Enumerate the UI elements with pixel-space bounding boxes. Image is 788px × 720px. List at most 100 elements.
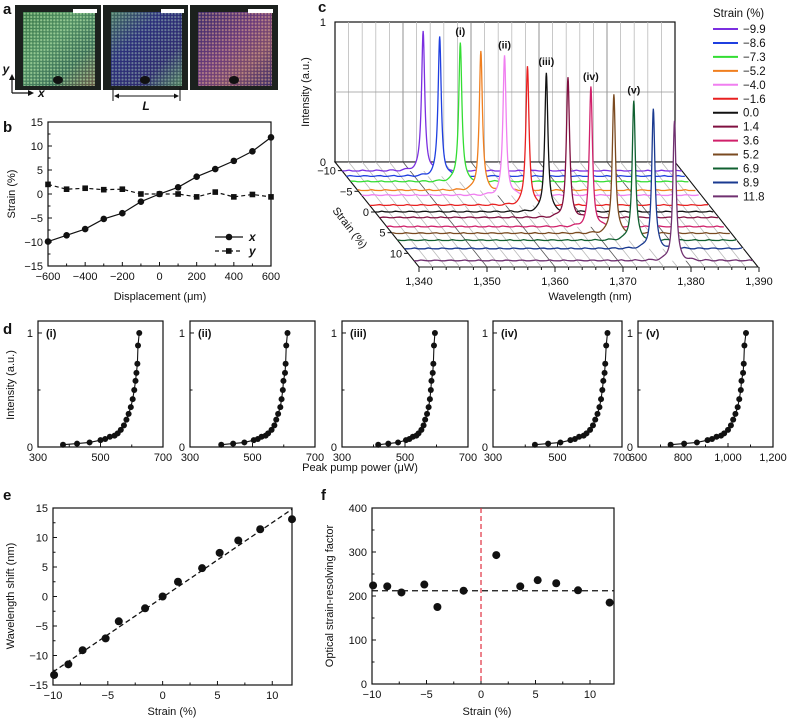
data-point — [132, 377, 139, 384]
data-point — [557, 439, 564, 446]
data-point — [135, 342, 141, 349]
x-tick-label: 800 — [674, 452, 692, 464]
floor-gridline — [402, 161, 488, 268]
y-tick-label: 5 — [37, 165, 43, 177]
x-tick-label: 600 — [629, 452, 647, 464]
data-point — [603, 342, 610, 349]
data-point-y — [268, 194, 274, 200]
floor-gridline — [565, 161, 651, 268]
data-point — [369, 581, 378, 590]
panel-label-b: b — [3, 119, 12, 136]
x-tick-label: −5 — [102, 690, 115, 702]
data-point-y — [231, 194, 237, 200]
x-tick-label: 500 — [548, 452, 566, 464]
x-tick-label: 500 — [243, 452, 261, 464]
data-point — [64, 660, 73, 669]
peak-annotation: (v) — [627, 85, 640, 97]
peak-annotation: (i) — [455, 26, 465, 38]
data-point — [50, 670, 59, 679]
data-point — [713, 433, 720, 440]
x-tick-label: −10 — [363, 689, 382, 701]
x-tick-label: −10 — [44, 690, 63, 702]
data-point — [395, 439, 402, 446]
data-point-x — [44, 238, 52, 245]
data-point — [282, 369, 288, 376]
data-point — [601, 369, 608, 376]
data-point — [516, 582, 525, 591]
y-tick-label: 0 — [27, 442, 33, 454]
y-tick-label: 0 — [361, 679, 367, 691]
data-point — [117, 426, 124, 433]
z-tick-label: −5 — [340, 186, 353, 198]
data-point — [102, 436, 109, 443]
data-point — [282, 360, 289, 367]
data-point-y — [249, 191, 256, 198]
floor-gridline — [375, 161, 461, 268]
data-point — [574, 586, 583, 595]
x-tick-label: 400 — [225, 271, 243, 283]
y-tick-label: 100 — [349, 635, 367, 647]
y-tick-label: 5 — [42, 562, 48, 574]
data-point — [60, 441, 66, 448]
data-point — [743, 329, 749, 336]
data-point — [268, 426, 275, 433]
data-point — [136, 329, 143, 336]
legend-label: −4.0 — [743, 80, 766, 92]
spectrum-trace-7 — [379, 77, 718, 219]
micrograph-unstrained — [15, 5, 101, 90]
data-point — [709, 436, 716, 443]
y-axis-title: Wavelength shift (nm) — [5, 543, 17, 650]
legend-label: −5.2 — [743, 66, 766, 78]
data-point-x — [63, 231, 70, 239]
y-tick-label: 400 — [349, 503, 367, 515]
y-axis-title: Strain (%) — [6, 170, 18, 219]
y-tick-label: 1 — [320, 17, 326, 29]
data-point-y — [100, 186, 107, 193]
y-tick-label: −10 — [24, 237, 43, 249]
y-axis-title: Optical strain-resolving factor — [324, 524, 336, 667]
data-point — [375, 441, 382, 448]
data-point — [600, 377, 607, 384]
data-point — [271, 422, 278, 429]
x-tick-label: 10 — [584, 689, 596, 701]
z-tick-label: −10 — [317, 166, 336, 178]
x-tick-label: 0 — [156, 271, 162, 283]
data-point — [198, 564, 207, 573]
data-point — [741, 342, 748, 349]
data-point-x — [211, 165, 219, 173]
data-point — [86, 439, 93, 446]
data-point-x — [137, 198, 145, 205]
data-point-x — [100, 215, 108, 223]
arrowhead-icon — [28, 90, 34, 96]
data-point — [594, 410, 601, 417]
data-point — [234, 536, 243, 545]
data-point — [533, 576, 542, 585]
data-point-y — [175, 191, 181, 197]
data-point — [492, 551, 501, 560]
data-point — [459, 586, 468, 595]
micrograph-strained-1 — [103, 5, 188, 90]
data-point — [215, 548, 224, 557]
data-point — [97, 437, 104, 444]
data-point — [129, 396, 136, 403]
data-point — [734, 404, 741, 411]
y-tick-label: 15 — [36, 503, 48, 515]
y-tick-label: 200 — [349, 591, 367, 603]
data-point — [704, 437, 711, 444]
y-tick-label: 10 — [31, 141, 43, 153]
series-line-x — [47, 136, 272, 243]
data-point — [552, 579, 561, 588]
arrowhead-icon — [114, 93, 119, 99]
data-point — [602, 360, 609, 367]
peak-annotation: (iv) — [583, 71, 599, 83]
data-point — [273, 416, 280, 423]
data-point — [430, 342, 437, 349]
data-point — [279, 386, 286, 393]
data-point — [101, 634, 110, 643]
legend-label: −7.3 — [743, 52, 766, 64]
legend-label: −9.9 — [743, 24, 766, 36]
data-point-y — [82, 185, 88, 192]
x-tick-label: 700 — [154, 452, 172, 464]
data-point — [131, 386, 138, 393]
x-tick-label: 1,360 — [541, 276, 569, 288]
